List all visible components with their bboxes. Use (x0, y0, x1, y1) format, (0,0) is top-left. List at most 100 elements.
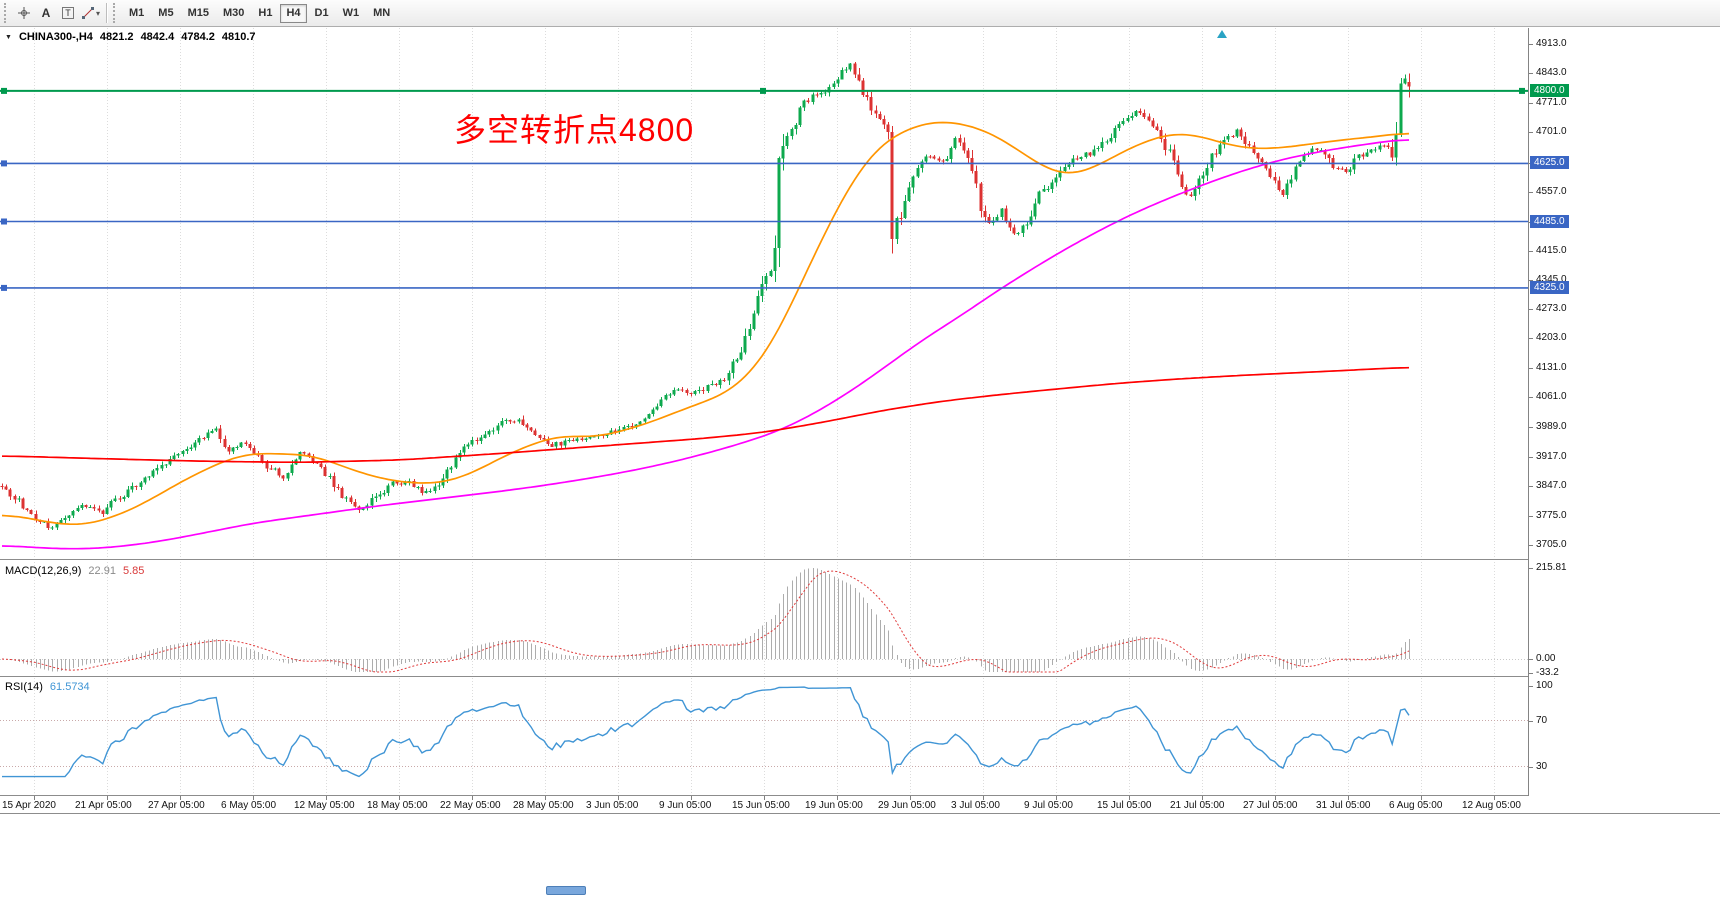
shapes-button[interactable]: ▾ (80, 3, 101, 23)
price-tick-mark (1529, 280, 1533, 281)
timeframe-button-M30[interactable]: M30 (217, 4, 250, 23)
time-tick-label: 21 Jul 05:00 (1170, 800, 1225, 811)
hline-4325.0[interactable] (0, 284, 1528, 291)
price-tick-label: 3847.0 (1536, 480, 1567, 491)
rsi-tick-mark (1529, 721, 1533, 722)
time-tick-mark (1202, 796, 1203, 800)
macd-main-value: 22.91 (88, 565, 116, 577)
up-arrow-marker[interactable] (1217, 30, 1227, 38)
price-tick-label: 4557.0 (1536, 186, 1567, 197)
timeframe-button-M15[interactable]: M15 (182, 4, 215, 23)
grid-lines (34, 678, 1495, 795)
time-tick-mark (1421, 796, 1422, 800)
time-tick-label: 3 Jun 05:00 (586, 800, 639, 811)
macd-label: MACD(12,26,9) 22.91 5.85 (5, 565, 144, 577)
macd-tick-mark (1529, 568, 1533, 569)
time-tick-label: 15 Jun 05:00 (732, 800, 790, 811)
time-axis[interactable]: 15 Apr 2020 21 Apr 05:00 27 Apr 05:00 6 May… (0, 796, 1720, 813)
time-tick-label: 29 Jun 05:00 (878, 800, 936, 811)
annotation-text[interactable]: 多空转折点4800 (454, 112, 695, 148)
timeframe-button-MN[interactable]: MN (367, 4, 396, 23)
timeframe-button-D1[interactable]: D1 (309, 4, 335, 23)
rsi-name: RSI(14) (5, 681, 43, 693)
crosshair-icon (18, 7, 30, 19)
time-tick-mark (107, 796, 108, 800)
time-tick-mark (837, 796, 838, 800)
price-tick-label: 4701.0 (1536, 126, 1567, 137)
crosshair-button[interactable] (14, 3, 34, 23)
text-label-icon: A (41, 6, 51, 20)
price-tick-mark (1529, 73, 1533, 74)
panel-splitter-rsi[interactable] (0, 676, 1720, 677)
macd-histogram (6, 568, 1410, 672)
macd-tick-label: 0.00 (1536, 653, 1556, 664)
text-box-button[interactable]: T (58, 3, 78, 23)
hline-4625.0[interactable] (0, 160, 1528, 167)
timeframe-button-H1[interactable]: H1 (252, 4, 278, 23)
text-label-button[interactable]: A (36, 3, 56, 23)
chart-menu-icon[interactable]: ▼ (5, 33, 12, 41)
macd-tick-mark (1529, 659, 1533, 660)
price-tag-4485.0: 4485.0 (1530, 215, 1569, 228)
hline-4800.0[interactable] (0, 87, 1528, 94)
time-tick-label: 31 Jul 05:00 (1316, 800, 1371, 811)
hline-4485.0[interactable] (0, 218, 1528, 225)
macd-tick-label: -33.2 (1536, 667, 1559, 678)
macd-name: MACD(12,26,9) (5, 565, 82, 577)
toolbar-grip (4, 3, 9, 23)
price-axis[interactable]: 4913.0 4843.0 4771.0 4701.0 4625.0 4557.0 4485… (1528, 28, 1720, 813)
price-tag-4800.0: 4800.0 (1530, 84, 1569, 97)
ohlc-open: 4821.2 (99, 31, 134, 43)
time-tick-label: 19 Jun 05:00 (805, 800, 863, 811)
scrollbar-thumb[interactable] (546, 886, 586, 895)
time-tick-mark (34, 796, 35, 800)
price-tick-mark (1529, 545, 1533, 546)
panel-splitter-macd[interactable] (0, 559, 1720, 560)
time-tick-mark (1056, 796, 1057, 800)
price-tick-mark (1529, 192, 1533, 193)
rsi-tick-label: 100 (1536, 680, 1553, 691)
ohlc-close: 4810.7 (221, 31, 256, 43)
price-tick-mark (1529, 486, 1533, 487)
price-tick-label: 4843.0 (1536, 67, 1567, 78)
main-plot[interactable] (0, 28, 1528, 559)
price-tick-label: 4203.0 (1536, 332, 1567, 343)
dropdown-caret-icon: ▾ (96, 8, 101, 18)
time-tick-mark (1275, 796, 1276, 800)
chart-bottom-border (0, 813, 1720, 814)
timeframe-button-W1[interactable]: W1 (337, 4, 366, 23)
time-tick-label: 28 May 05:00 (513, 800, 574, 811)
time-tick-label: 6 Aug 05:00 (1389, 800, 1443, 811)
ma-line-slow (2, 366, 1410, 464)
time-tick-mark (326, 796, 327, 800)
price-tag-4325.0: 4325.0 (1530, 281, 1569, 294)
timeframe-button-H4[interactable]: H4 (280, 3, 307, 23)
time-tick-mark (1348, 796, 1349, 800)
symbol-timeframe: CHINA300-,H4 (18, 31, 93, 43)
text-box-icon: T (62, 7, 74, 19)
price-tick-mark (1529, 516, 1533, 517)
time-tick-label: 12 May 05:00 (294, 800, 355, 811)
timeframe-button-M1[interactable]: M1 (123, 4, 150, 23)
rsi-tick-label: 30 (1536, 761, 1548, 772)
price-tick-mark (1529, 132, 1533, 133)
candles-layer (0, 62, 1411, 531)
time-tick-label: 15 Jul 05:00 (1097, 800, 1152, 811)
macd-plot[interactable] (0, 562, 1528, 674)
time-axis-border (0, 795, 1720, 796)
time-tick-mark (983, 796, 984, 800)
timeframe-toolbar: M1 M5 M15 M30 H1 H4 D1 W1 MN (122, 3, 397, 23)
price-tick-mark (1529, 368, 1533, 369)
macd-signal-line (1, 570, 1410, 673)
ohlc-low: 4784.2 (181, 31, 215, 43)
time-tick-mark (180, 796, 181, 800)
grid-lines (34, 562, 1495, 674)
price-tick-mark (1529, 309, 1533, 310)
price-tick-mark (1529, 103, 1533, 104)
time-tick-label: 27 Jul 05:00 (1243, 800, 1298, 811)
timeframe-button-M5[interactable]: M5 (152, 4, 179, 23)
macd-signal-value: 5.85 (122, 565, 145, 577)
time-tick-mark (545, 796, 546, 800)
rsi-plot[interactable] (0, 678, 1528, 795)
